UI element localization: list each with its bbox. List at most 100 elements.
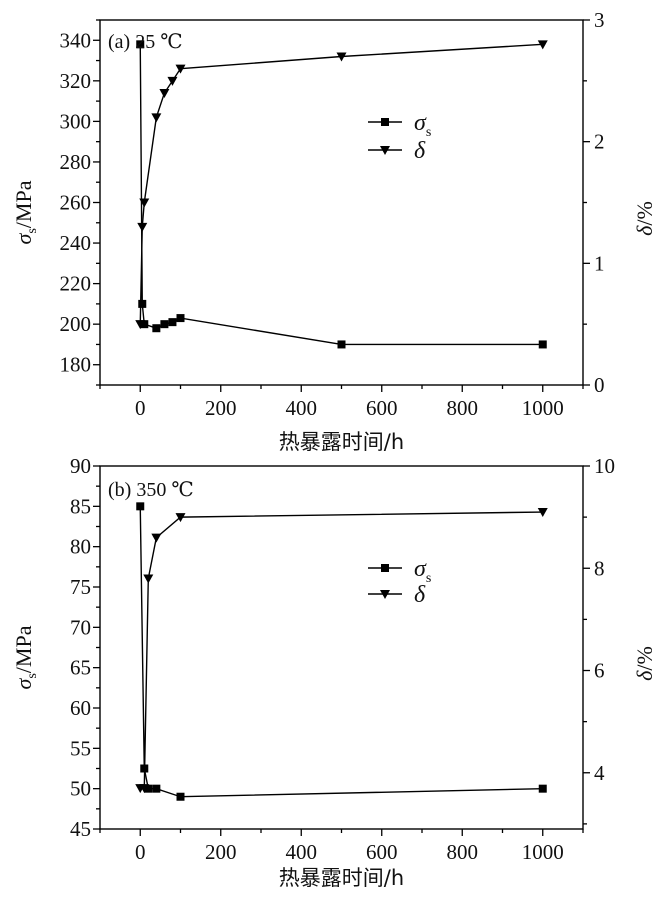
left-axis-series-point bbox=[140, 320, 149, 329]
x-tick-label: 200 bbox=[205, 396, 237, 420]
right-y-axis-title: δ/% bbox=[632, 646, 657, 681]
x-tick-label: 0 bbox=[135, 840, 146, 864]
right-y-tick-label: 1 bbox=[594, 251, 605, 275]
legend-symbol: σ bbox=[414, 556, 427, 582]
left-y-tick-label: 60 bbox=[70, 696, 91, 720]
left-axis-series-point bbox=[138, 299, 147, 308]
right-y-title-unit: /% bbox=[632, 201, 657, 225]
right-y-title-symbol: δ bbox=[632, 225, 657, 236]
chart-panel-a: 0 200 400 600 800 100018020022024026028030032… bbox=[11, 8, 657, 454]
right-y-tick-label: 10 bbox=[594, 454, 615, 478]
left-y-tick-label: 220 bbox=[60, 272, 92, 296]
left-axis-series-point bbox=[152, 784, 161, 793]
right-axis-series-point bbox=[175, 513, 186, 523]
right-axis-series-line bbox=[139, 43, 543, 325]
left-axis-series-point bbox=[176, 792, 185, 801]
legend-marker bbox=[380, 590, 390, 599]
left-y-tick-label: 90 bbox=[70, 454, 91, 478]
left-y-tick-label: 85 bbox=[70, 494, 91, 518]
left-axis-series-point bbox=[538, 784, 547, 793]
left-y-tick-label: 80 bbox=[70, 535, 91, 559]
x-axis-title: 热暴露时间/h bbox=[279, 866, 404, 890]
left-axis-series-line bbox=[139, 44, 543, 346]
legend-label: δ bbox=[414, 138, 426, 164]
right-axis-series-point bbox=[151, 113, 162, 123]
legend-marker bbox=[381, 564, 389, 572]
left-y-tick-label: 320 bbox=[60, 69, 92, 93]
right-axis-series-line bbox=[140, 511, 543, 789]
legend-entry: σs bbox=[368, 110, 431, 140]
left-y-tick-label: 200 bbox=[60, 312, 92, 336]
left-y-axis-title: σs/MPa bbox=[11, 625, 40, 689]
right-axis-series-point bbox=[167, 76, 178, 86]
x-tick-label: 800 bbox=[447, 840, 479, 864]
left-y-title-subscript: s bbox=[25, 228, 40, 233]
right-y-title-unit: /% bbox=[632, 646, 657, 670]
right-axis-series-point bbox=[139, 198, 150, 208]
left-y-tick-label: 340 bbox=[60, 28, 92, 52]
left-y-axis-title: σs/MPa bbox=[11, 180, 40, 244]
legend-entry: δ bbox=[368, 582, 426, 608]
legend-label: σs bbox=[414, 110, 431, 140]
legend-symbol: δ bbox=[414, 138, 426, 164]
x-tick-label: 600 bbox=[366, 840, 398, 864]
right-axis-series-point bbox=[336, 52, 347, 62]
chart-panel-b: 0 200 400 600 800 1000 45 50 55 60 65 70 75 80 85 90 4 6 8… bbox=[11, 454, 657, 890]
plot-frame bbox=[99, 465, 584, 830]
left-y-tick-label: 180 bbox=[60, 353, 92, 377]
legend-label: δ bbox=[414, 582, 426, 608]
right-y-tick-label: 2 bbox=[594, 130, 605, 154]
left-y-title-symbol: σ bbox=[11, 233, 36, 245]
right-y-tick-label: 4 bbox=[594, 761, 605, 785]
left-y-tick-label: 45 bbox=[70, 817, 91, 841]
left-axis-series-point bbox=[160, 320, 169, 329]
right-axis-series-point bbox=[137, 222, 148, 232]
legend-marker bbox=[381, 118, 389, 126]
plot-frame bbox=[99, 19, 584, 386]
right-y-tick-label: 8 bbox=[594, 556, 605, 580]
x-tick-label: 1000 bbox=[522, 396, 564, 420]
legend-marker bbox=[380, 146, 390, 155]
right-y-axis-title: δ/% bbox=[632, 201, 657, 236]
left-axis-series-point bbox=[176, 314, 185, 323]
x-tick-label: 200 bbox=[205, 840, 237, 864]
x-tick-label: 600 bbox=[366, 396, 398, 420]
left-y-title-unit: /MPa bbox=[11, 180, 36, 228]
right-y-title-symbol: δ bbox=[632, 670, 657, 681]
left-y-tick-label: 260 bbox=[60, 191, 92, 215]
left-axis-series-point bbox=[168, 318, 177, 327]
right-axis-series-point bbox=[537, 40, 548, 50]
left-y-title-symbol: σ bbox=[11, 678, 36, 690]
x-tick-label: 0 bbox=[135, 396, 146, 420]
right-y-tick-label: 3 bbox=[594, 8, 605, 32]
right-axis-series-point bbox=[151, 533, 162, 543]
left-y-tick-label: 75 bbox=[70, 575, 91, 599]
left-y-title-subscript: s bbox=[25, 673, 40, 678]
left-axis-series-point bbox=[152, 324, 161, 333]
right-axis-series-point bbox=[159, 89, 170, 98]
right-axis-series-point bbox=[139, 784, 150, 794]
left-y-tick-label: 240 bbox=[60, 231, 92, 255]
x-tick-label: 400 bbox=[286, 396, 318, 420]
left-y-tick-label: 280 bbox=[60, 150, 92, 174]
left-y-tick-label: 300 bbox=[60, 109, 92, 133]
legend-subscript: s bbox=[426, 125, 431, 140]
legend-subscript: s bbox=[426, 571, 431, 586]
x-tick-label: 800 bbox=[447, 396, 479, 420]
left-axis-series-point bbox=[538, 340, 547, 349]
panel-annotation: (b) 350 ℃ bbox=[108, 479, 194, 501]
left-y-title-unit: /MPa bbox=[11, 625, 36, 673]
panel-annotation: (a) 25 ℃ bbox=[108, 31, 183, 53]
left-y-tick-label: 70 bbox=[70, 615, 91, 639]
left-axis-series-point bbox=[136, 502, 145, 511]
right-axis-series-point bbox=[537, 508, 548, 518]
right-y-tick-label: 0 bbox=[594, 373, 605, 397]
left-axis-series-point bbox=[144, 784, 153, 793]
x-axis-title: 热暴露时间/h bbox=[279, 430, 404, 454]
left-y-tick-label: 65 bbox=[70, 656, 91, 680]
legend-entry: σs bbox=[368, 556, 431, 586]
right-axis-series-point bbox=[135, 320, 146, 330]
left-y-tick-label: 50 bbox=[70, 777, 91, 801]
